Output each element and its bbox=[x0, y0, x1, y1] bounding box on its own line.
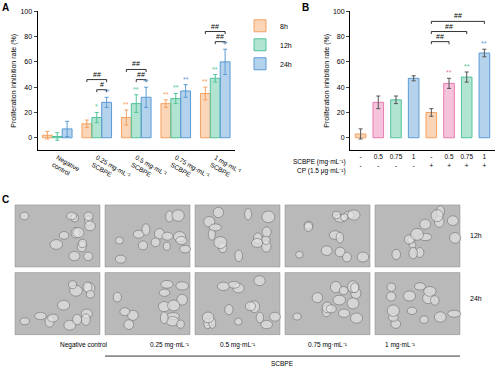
svg-text:80: 80 bbox=[24, 33, 32, 40]
svg-text:**: ** bbox=[202, 78, 208, 85]
svg-text:Negativecontrol: Negativecontrol bbox=[51, 154, 81, 180]
svg-text:SCBPE: SCBPE bbox=[271, 360, 294, 367]
svg-text:0.5 mg·mL⁻¹: 0.5 mg·mL⁻¹ bbox=[220, 341, 256, 349]
svg-text:40: 40 bbox=[337, 84, 345, 91]
svg-text:100: 100 bbox=[20, 8, 32, 15]
svg-text:##: ## bbox=[132, 60, 140, 67]
svg-text:**: ** bbox=[143, 78, 149, 85]
svg-text:1 mg·mL⁻¹: 1 mg·mL⁻¹ bbox=[385, 341, 416, 349]
svg-text:-+: -+ bbox=[429, 153, 433, 168]
svg-text:0: 0 bbox=[28, 134, 32, 141]
svg-text:**: ** bbox=[464, 63, 470, 70]
svg-text:0.75 mg·mL⁻¹SCBPE: 0.75 mg·mL⁻¹SCBPE bbox=[169, 154, 211, 187]
svg-text:**: ** bbox=[163, 91, 169, 98]
svg-text:Negative control: Negative control bbox=[60, 341, 108, 349]
svg-text:##: ## bbox=[436, 33, 444, 40]
svg-text:##: ## bbox=[93, 71, 101, 78]
svg-text:0.5+: 0.5+ bbox=[444, 153, 453, 168]
svg-text:##: ## bbox=[445, 23, 453, 30]
svg-text:Proliferation inhibition rate: Proliferation inhibition rate (%) bbox=[10, 34, 18, 128]
svg-text:12h: 12h bbox=[470, 232, 482, 239]
svg-text:60: 60 bbox=[337, 58, 345, 65]
svg-text:##: ## bbox=[216, 33, 224, 40]
svg-text:##: ## bbox=[211, 23, 219, 30]
svg-text:0.75 mg·mL⁻¹: 0.75 mg·mL⁻¹ bbox=[308, 341, 348, 349]
svg-text:##: ## bbox=[137, 71, 145, 78]
svg-text:**: ** bbox=[481, 40, 487, 47]
svg-text:1+: 1+ bbox=[482, 153, 486, 168]
svg-text:0.75+: 0.75+ bbox=[460, 153, 473, 168]
svg-text:0.5 mg·mL⁻¹SCBPE: 0.5 mg·mL⁻¹SCBPE bbox=[130, 154, 169, 185]
svg-text:0.5-: 0.5- bbox=[374, 153, 383, 168]
svg-text:B: B bbox=[302, 2, 309, 13]
svg-text:**: ** bbox=[446, 69, 452, 76]
svg-text:8h: 8h bbox=[280, 23, 288, 30]
svg-text:--: -- bbox=[360, 153, 362, 168]
svg-text:40: 40 bbox=[24, 84, 32, 91]
svg-text:60: 60 bbox=[24, 58, 32, 65]
svg-text:20: 20 bbox=[337, 109, 345, 116]
svg-text:*: * bbox=[95, 103, 98, 110]
svg-text:12h: 12h bbox=[280, 42, 292, 49]
svg-text:80: 80 bbox=[337, 33, 345, 40]
svg-text:**: ** bbox=[123, 101, 129, 108]
svg-text:100: 100 bbox=[333, 8, 345, 15]
svg-text:C: C bbox=[2, 194, 9, 205]
svg-text:24h: 24h bbox=[280, 61, 292, 68]
svg-text:CP (1.5 μg·mL⁻¹): CP (1.5 μg·mL⁻¹) bbox=[297, 167, 346, 175]
svg-text:0.75-: 0.75- bbox=[390, 153, 403, 168]
svg-text:**: ** bbox=[222, 40, 228, 47]
svg-text:20: 20 bbox=[24, 109, 32, 116]
svg-text:SCBPE (mg·mL⁻¹): SCBPE (mg·mL⁻¹) bbox=[293, 158, 346, 166]
svg-text:#: # bbox=[100, 81, 104, 88]
svg-text:**: ** bbox=[173, 84, 179, 91]
svg-text:A: A bbox=[2, 2, 9, 13]
svg-text:**: ** bbox=[133, 86, 139, 93]
svg-text:Proliferation inhibition rate: Proliferation inhibition rate (%) bbox=[323, 34, 331, 128]
svg-text:1-: 1- bbox=[412, 153, 416, 168]
svg-text:**: ** bbox=[104, 88, 110, 95]
svg-text:0.25 mg·mL⁻¹SCBPE: 0.25 mg·mL⁻¹SCBPE bbox=[90, 154, 132, 187]
svg-text:**: ** bbox=[212, 66, 218, 73]
svg-text:##: ## bbox=[454, 12, 462, 19]
svg-text:1 mg·mL⁻¹SCBPE: 1 mg·mL⁻¹SCBPE bbox=[209, 154, 243, 183]
svg-text:0.25 mg·mL⁻¹: 0.25 mg·mL⁻¹ bbox=[150, 341, 190, 349]
svg-text:24h: 24h bbox=[470, 295, 482, 302]
svg-text:0: 0 bbox=[341, 134, 345, 141]
svg-text:**: ** bbox=[183, 76, 189, 83]
